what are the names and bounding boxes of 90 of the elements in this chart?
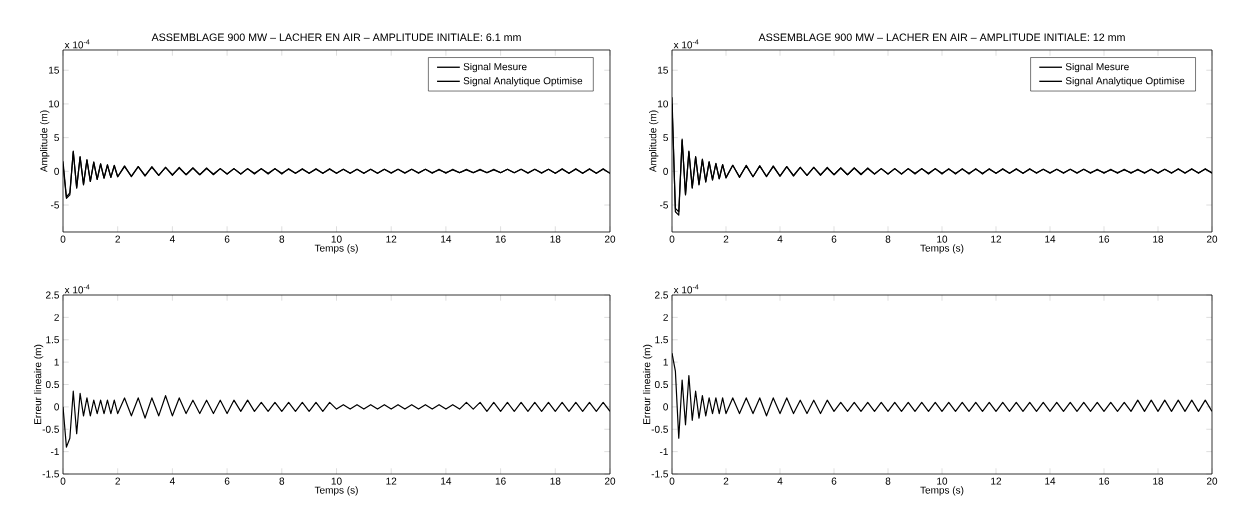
- y-tick-label: 5: [663, 134, 668, 142]
- x-tick-label: 12: [386, 477, 397, 485]
- y-tick-label: -5: [659, 201, 668, 209]
- y-tick-label: 10: [49, 100, 59, 108]
- x-tick-label: 16: [495, 235, 506, 243]
- y-tick-label: 2: [663, 313, 668, 321]
- y-tick-label: -0.5: [42, 425, 59, 433]
- x-axis-title: Temps (s): [314, 486, 358, 496]
- y-tick-label: 1: [54, 358, 59, 366]
- x-axis-title: Temps (s): [920, 244, 964, 254]
- x-tick-label: 18: [550, 477, 561, 485]
- y-tick-label: 2.5: [46, 291, 59, 299]
- x-tick-label: 18: [550, 235, 561, 243]
- y-tick-label: 2.5: [655, 291, 668, 299]
- y-tick-label: 5: [54, 134, 59, 142]
- y-axis-title: Erreur lineaire (m): [33, 344, 44, 424]
- x-tick-label: 8: [885, 235, 891, 243]
- text: x 10$^{-4}$: [64, 39, 90, 49]
- y-tick-label: 15: [49, 66, 59, 74]
- x-tick-label: 4: [169, 235, 175, 243]
- x-tick-label: 12: [991, 477, 1002, 485]
- x-tick-label: 12: [386, 235, 397, 243]
- x-tick-label: 10: [331, 235, 342, 243]
- x-tick-label: 18: [1153, 477, 1164, 485]
- x-tick-label: 6: [224, 477, 230, 485]
- x-tick-label: 10: [937, 477, 948, 485]
- y-tick-label: -1: [50, 448, 59, 456]
- x-tick-label: 0: [669, 477, 675, 485]
- x-tick-label: 6: [224, 235, 230, 243]
- x-tick-label: 20: [604, 477, 616, 485]
- y-tick-label: -5: [50, 201, 59, 209]
- legend-label: Signal Analytique Optimise: [463, 76, 583, 87]
- y-tick-label: -1.5: [651, 470, 668, 478]
- x-axis-title: Temps (s): [314, 244, 358, 254]
- x-tick-label: 4: [777, 477, 783, 485]
- x-tick-label: 14: [441, 235, 452, 243]
- x-tick-label: 18: [1153, 235, 1164, 243]
- x-tick-label: 8: [279, 477, 285, 485]
- y-tick-label: 0: [663, 167, 669, 175]
- y-tick-label: 1: [663, 358, 668, 366]
- legend-label: Signal Analytique Optimise: [1065, 76, 1185, 87]
- x-axis-title: Temps (s): [920, 486, 964, 496]
- x-tick-label: 16: [1099, 235, 1110, 243]
- x-tick-label: 0: [60, 477, 66, 485]
- chart-title: ASSEMBLAGE 900 MW – LACHER EN AIR – AMPLITUDE INITIALE: 6.1 mm: [151, 33, 521, 42]
- x-tick-label: 2: [115, 477, 120, 485]
- y-tick-label: 2: [54, 313, 59, 321]
- x-tick-label: 16: [495, 477, 506, 485]
- y-tick-label: 0: [54, 403, 60, 411]
- x-tick-label: 14: [441, 477, 452, 485]
- x-tick-label: 8: [885, 477, 891, 485]
- x-tick-label: 4: [169, 477, 175, 485]
- x-tick-label: 6: [831, 477, 837, 485]
- legend-label: Signal Mesure: [1065, 62, 1129, 73]
- x-tick-label: 14: [1045, 235, 1056, 243]
- y-tick-label: 1.5: [655, 336, 668, 344]
- y-tick-label: 1.5: [46, 336, 59, 344]
- y-tick-label: 0: [663, 403, 669, 411]
- x-tick-label: 12: [991, 235, 1002, 243]
- x-tick-label: 6: [831, 235, 837, 243]
- x-tick-label: 20: [1206, 477, 1218, 485]
- x-tick-label: 10: [331, 477, 342, 485]
- text: x 10$^{-4}$: [673, 39, 699, 49]
- y-tick-label: 0: [54, 167, 60, 175]
- x-tick-label: 14: [1045, 477, 1056, 485]
- y-tick-label: -1.5: [42, 470, 59, 478]
- x-tick-label: 20: [1206, 235, 1218, 243]
- text: x 10$^{-4}$: [673, 284, 699, 294]
- x-tick-label: 2: [723, 235, 729, 243]
- chart-title: ASSEMBLAGE 900 MW – LACHER EN AIR – AMPLITUDE INITIALE: 12 mm: [758, 33, 1125, 42]
- x-tick-label: 2: [115, 235, 120, 243]
- legend-label: Signal Mesure: [463, 62, 527, 73]
- x-tick-label: 20: [604, 235, 616, 243]
- x-tick-label: 2: [723, 477, 729, 485]
- x-tick-label: 10: [937, 235, 948, 243]
- y-tick-label: 10: [658, 100, 669, 108]
- y-axis-title: Amplitude (m): [649, 110, 659, 173]
- y-tick-label: 15: [658, 66, 668, 74]
- x-tick-label: 0: [60, 235, 66, 243]
- text: x 10$^{-4}$: [64, 284, 90, 294]
- y-tick-label: 0.5: [45, 380, 59, 389]
- y-tick-label: -0.5: [651, 425, 668, 433]
- y-axis-title: Erreur lineaire (m): [642, 344, 653, 424]
- x-tick-label: 0: [669, 235, 675, 243]
- x-tick-label: 4: [777, 235, 783, 243]
- y-tick-label: 0.5: [654, 380, 668, 389]
- y-axis-title: Amplitude (m): [40, 110, 50, 173]
- x-tick-label: 8: [279, 235, 285, 243]
- x-tick-label: 16: [1099, 477, 1110, 485]
- y-tick-label: -1: [659, 448, 668, 456]
